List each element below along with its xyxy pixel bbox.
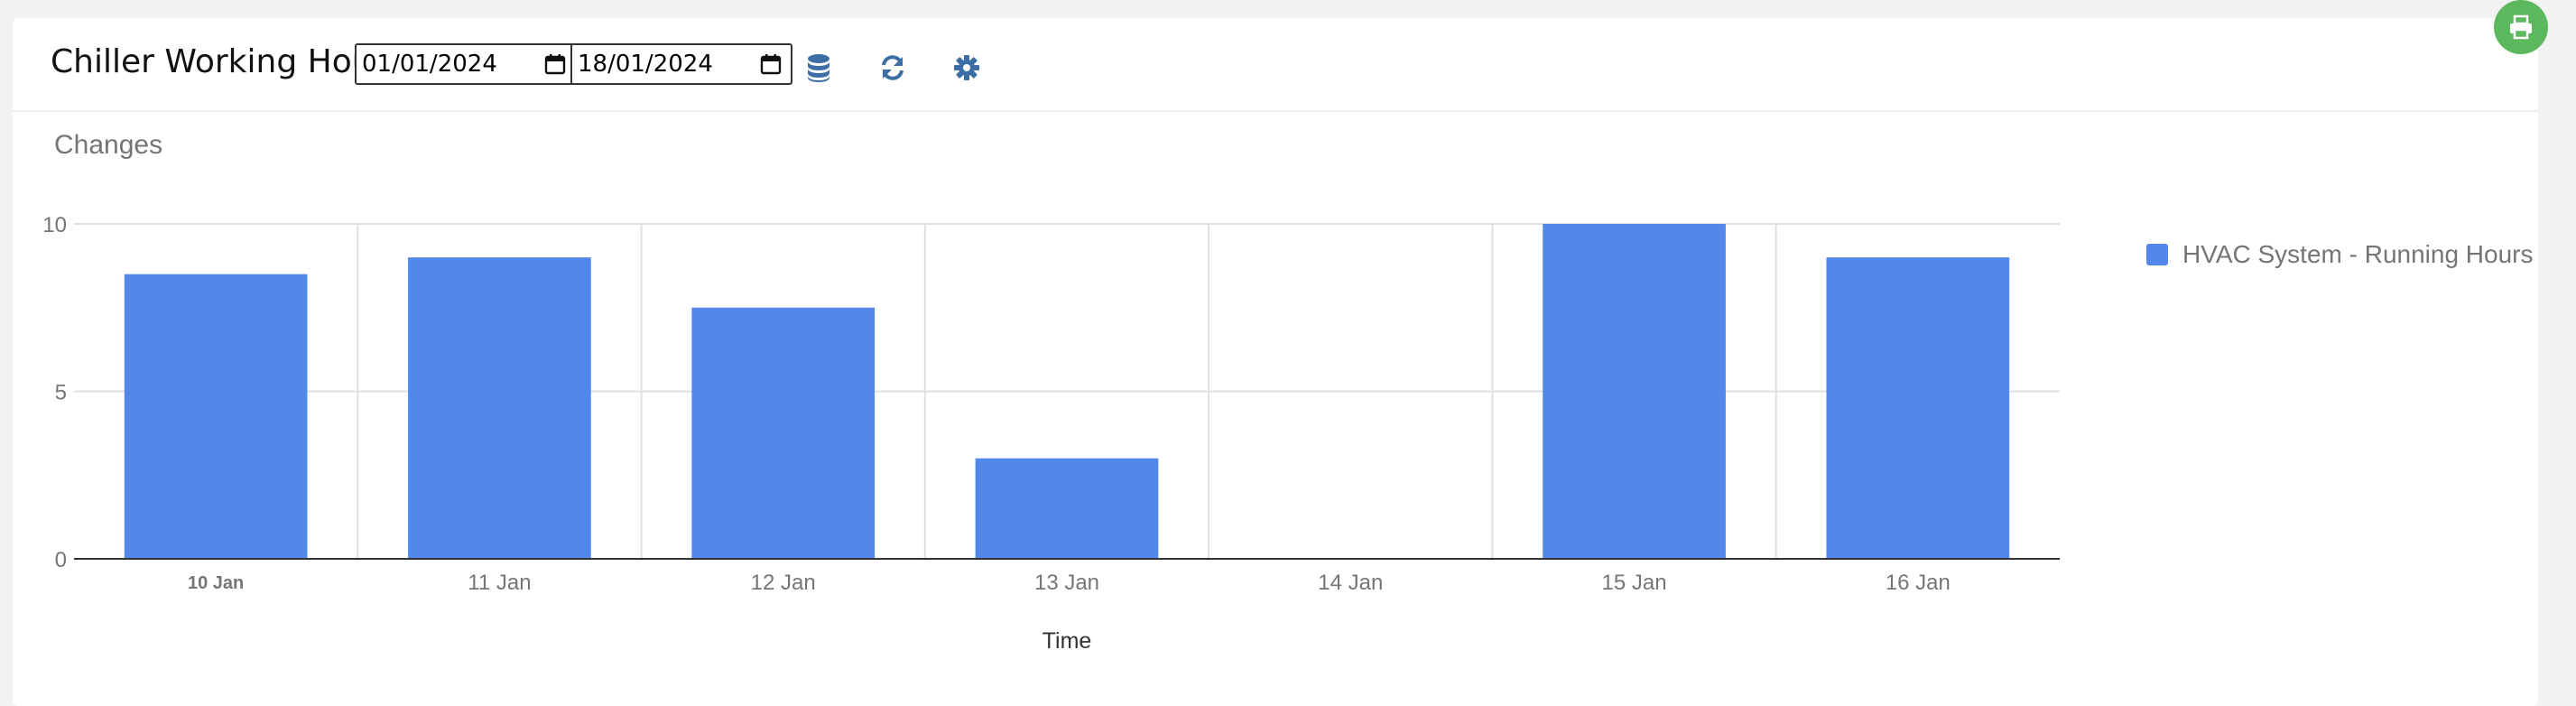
date-from-value: 01/01/2024: [362, 51, 497, 78]
x-tick-label: 10 Jan: [188, 573, 244, 593]
x-tick-label: 16 Jan: [1886, 571, 1951, 595]
chart-legend[interactable]: HVAC System - Running Hours: [2146, 240, 2534, 269]
x-tick-label: 13 Jan: [1034, 571, 1099, 595]
print-button[interactable]: [2494, 0, 2548, 54]
x-tick-label: 15 Jan: [1602, 571, 1667, 595]
x-tick-label: 11 Jan: [468, 571, 531, 595]
refresh-icon: [882, 55, 903, 80]
database-icon: [808, 54, 829, 82]
page-title: Chiller Working Hours: [51, 43, 403, 80]
y-tick-label: 0: [55, 548, 67, 572]
date-to-input[interactable]: 18/01/2024: [570, 43, 792, 85]
bar: [1543, 224, 1726, 559]
bar: [1826, 257, 2010, 559]
bar: [975, 458, 1159, 559]
y-tick-label: 5: [55, 381, 67, 405]
database-button[interactable]: [803, 52, 834, 83]
toolbar: Chiller Working Hours 01/01/2024 18/01/2…: [13, 18, 2538, 112]
refresh-button[interactable]: [877, 52, 908, 83]
date-to-value: 18/01/2024: [578, 51, 713, 78]
print-icon: [2510, 14, 2532, 40]
legend-label: HVAC System - Running Hours: [2182, 240, 2534, 268]
x-axis-title: Time: [1042, 628, 1092, 654]
bar: [691, 307, 876, 559]
legend-swatch: [2146, 244, 2168, 265]
bar: [408, 257, 591, 559]
settings-button[interactable]: [951, 52, 982, 83]
chart-title: Changes: [54, 130, 163, 160]
y-tick-label: 10: [42, 213, 67, 237]
x-tick-label: 12 Jan: [751, 571, 816, 595]
x-tick-label: 14 Jan: [1318, 571, 1383, 595]
gear-icon: [954, 55, 979, 80]
date-from-input[interactable]: 01/01/2024: [355, 43, 577, 85]
bar: [124, 274, 308, 559]
calendar-icon[interactable]: [760, 53, 782, 75]
calendar-icon[interactable]: [544, 53, 566, 75]
